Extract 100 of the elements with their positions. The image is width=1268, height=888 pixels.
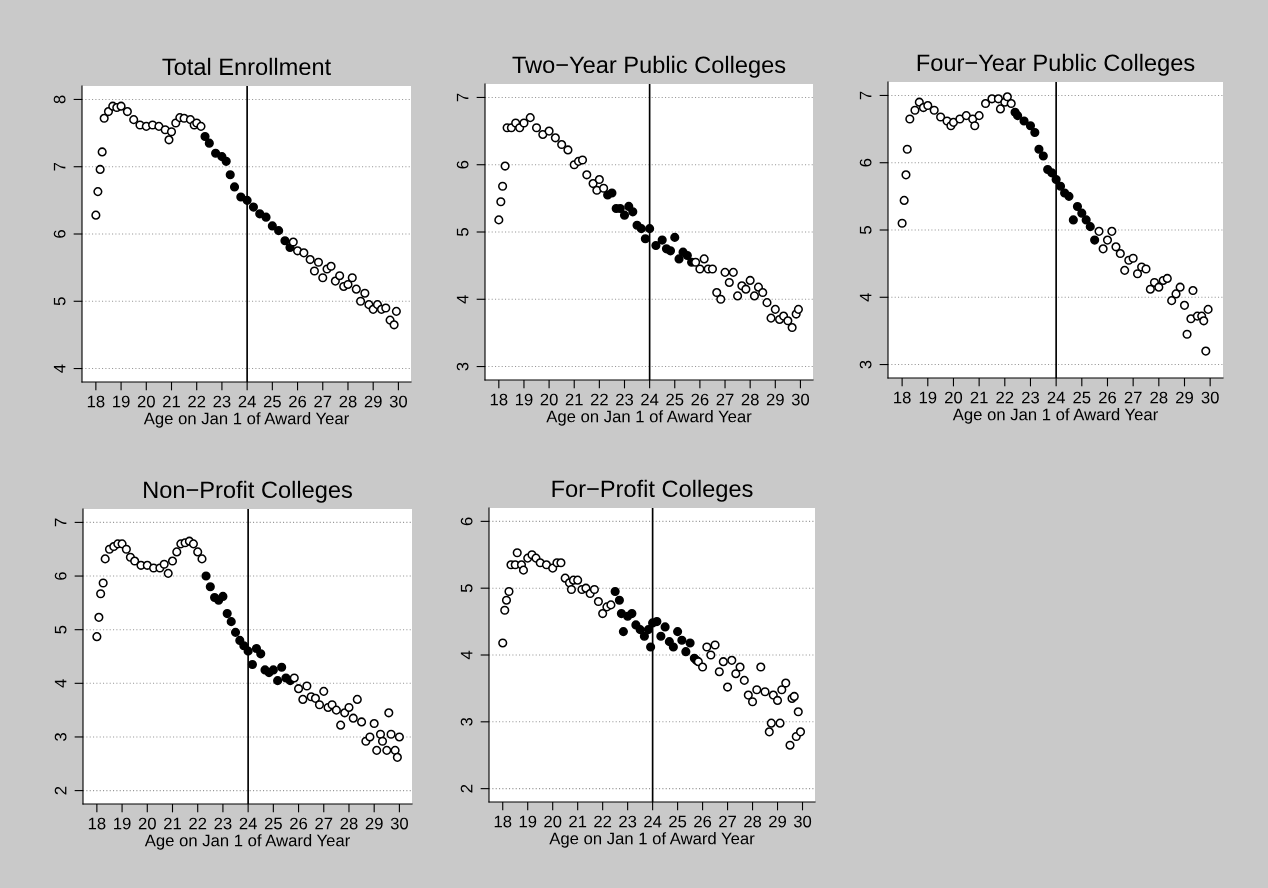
y-tick-label: 8: [53, 95, 66, 104]
chart-title: Four−Year Public Colleges: [917, 53, 1195, 76]
x-tick-label: 22: [996, 391, 1014, 404]
x-tick-label: 29: [766, 393, 784, 406]
x-tick-label: 20: [137, 395, 155, 408]
x-axis-title: Age on Jan 1 of Award Year: [144, 834, 350, 850]
x-tick-label: 19: [519, 815, 537, 828]
x-tick-label: 18: [88, 817, 106, 830]
x-tick-label: 22: [590, 393, 608, 406]
x-tick-label: 27: [315, 817, 333, 830]
x-tick-label: 27: [719, 815, 736, 828]
y-tick-label: 5: [53, 297, 66, 306]
y-tick-label: 5: [54, 625, 67, 634]
x-tick-label: 18: [87, 395, 105, 408]
y-tick-label: 5: [456, 228, 469, 236]
x-tick-label: 24: [1047, 391, 1065, 404]
y-tick-label: 4: [53, 364, 66, 373]
x-tick-label: 27: [716, 393, 734, 406]
x-tick-label: 22: [189, 817, 207, 830]
y-tick-label: 4: [460, 650, 473, 660]
x-tick-label: 24: [239, 817, 257, 830]
x-tick-label: 25: [264, 817, 282, 830]
y-tick-label: 3: [859, 360, 872, 369]
y-tick-label: 4: [859, 293, 872, 302]
x-tick-label: 21: [970, 391, 988, 404]
chart-title: For−Profit Colleges: [552, 479, 753, 502]
y-tick-label: 5: [859, 226, 872, 234]
x-tick-label: 28: [1150, 391, 1168, 404]
x-tick-label: 19: [113, 395, 130, 408]
x-tick-label: 23: [213, 395, 231, 408]
x-tick-label: 25: [666, 393, 684, 406]
y-tick-label: 7: [53, 162, 66, 171]
x-tick-label: 23: [1022, 391, 1040, 404]
y-tick-label: 6: [859, 158, 872, 167]
x-axis-title: Age on Jan 1 of Award Year: [546, 410, 752, 426]
y-tick-label: 2: [54, 786, 67, 795]
x-tick-label: 21: [164, 817, 181, 830]
x-tick-label: 24: [641, 393, 659, 406]
x-tick-label: 21: [569, 815, 587, 828]
x-axis-title: Age on Jan 1 of Award Year: [143, 412, 349, 428]
x-tick-label: 27: [314, 395, 332, 408]
x-tick-label: 25: [263, 395, 281, 408]
x-tick-label: 22: [188, 395, 206, 408]
x-tick-label: 19: [114, 817, 131, 830]
y-tick-label: 4: [54, 679, 67, 688]
y-tick-label: 7: [54, 518, 67, 527]
y-tick-label: 6: [460, 517, 473, 526]
x-axis-title: Age on Jan 1 of Award Year: [549, 832, 755, 848]
x-tick-label: 26: [289, 395, 307, 408]
x-tick-label: 29: [1176, 391, 1193, 404]
y-tick-label: 6: [456, 160, 469, 169]
x-tick-label: 18: [490, 393, 508, 406]
x-tick-label: 26: [290, 817, 308, 830]
chart-title: Two−Year Public Colleges: [512, 55, 786, 78]
y-tick-label: 5: [460, 584, 473, 593]
y-tick-label: 7: [456, 93, 469, 102]
x-tick-label: 28: [340, 817, 358, 830]
x-tick-label: 28: [339, 395, 357, 408]
x-tick-label: 21: [565, 393, 583, 406]
x-tick-label: 25: [669, 815, 687, 828]
x-tick-label: 20: [945, 391, 963, 404]
x-tick-label: 23: [616, 393, 634, 406]
y-tick-label: 4: [456, 295, 469, 304]
x-tick-label: 19: [919, 391, 937, 404]
chart-title: Total Enrollment: [162, 57, 331, 76]
x-tick-label: 20: [544, 815, 562, 828]
x-tick-label: 21: [163, 395, 180, 408]
x-tick-label: 20: [540, 393, 558, 406]
y-tick-label: 3: [460, 717, 473, 726]
x-tick-label: 19: [515, 393, 533, 406]
y-tick-label: 7: [859, 91, 872, 100]
x-tick-label: 30: [793, 815, 812, 828]
chart-title: Non−Profit Colleges: [144, 480, 352, 503]
x-tick-label: 26: [691, 393, 709, 406]
x-tick-label: 22: [594, 815, 612, 828]
x-tick-label: 29: [769, 815, 787, 828]
x-tick-label: 28: [741, 393, 759, 406]
x-tick-label: 18: [494, 815, 512, 828]
x-tick-label: 26: [1099, 391, 1117, 404]
x-tick-label: 27: [1124, 391, 1142, 404]
x-tick-label: 23: [619, 815, 637, 828]
x-tick-label: 24: [238, 395, 256, 408]
x-tick-label: 18: [894, 391, 911, 404]
x-axis-title: Age on Jan 1 of Award Year: [952, 408, 1158, 424]
x-tick-label: 20: [138, 817, 156, 830]
y-tick-label: 3: [456, 362, 469, 371]
y-tick-label: 6: [54, 572, 67, 580]
x-tick-label: 30: [1201, 391, 1219, 404]
x-tick-label: 23: [214, 817, 232, 830]
x-tick-label: 25: [1073, 391, 1091, 404]
x-tick-label: 28: [744, 815, 762, 828]
y-tick-label: 2: [460, 784, 473, 793]
x-tick-label: 29: [365, 817, 383, 830]
x-tick-label: 26: [694, 815, 712, 828]
x-tick-label: 30: [791, 393, 810, 406]
x-tick-label: 24: [644, 815, 662, 828]
y-tick-label: 6: [53, 230, 66, 238]
x-tick-label: 30: [390, 817, 409, 830]
x-tick-label: 30: [389, 395, 408, 408]
y-tick-label: 3: [54, 733, 67, 741]
